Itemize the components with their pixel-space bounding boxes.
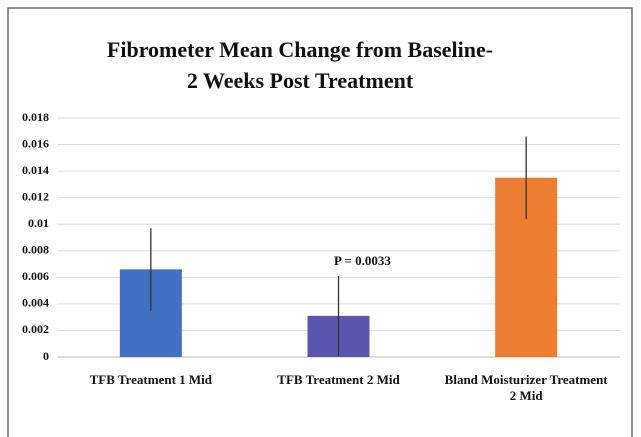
x-tick-label: TFB Treatment 2 Mid bbox=[277, 372, 400, 387]
y-tick-label: 0.014 bbox=[22, 163, 49, 177]
y-tick-label: 0.01 bbox=[28, 216, 49, 230]
x-tick-label: TFB Treatment 1 Mid bbox=[89, 372, 213, 387]
y-tick-label: 0.006 bbox=[22, 269, 49, 283]
x-tick-label: Bland Moisturizer Treatment 2 Mid bbox=[444, 372, 608, 403]
chart-title: Fibrometer Mean Change from Baseline- bbox=[107, 37, 493, 62]
y-tick-label: 0.012 bbox=[22, 189, 49, 203]
y-tick-label: 0.018 bbox=[22, 110, 49, 124]
y-tick-label: 0.008 bbox=[22, 243, 49, 257]
y-tick-label: 0.016 bbox=[22, 136, 49, 150]
frame bbox=[7, 7, 633, 437]
y-tick-label: 0.004 bbox=[22, 296, 49, 310]
annotation: P = 0.0033 bbox=[334, 253, 391, 268]
chart-title: 2 Weeks Post Treatment bbox=[187, 68, 414, 93]
y-tick-label: 0 bbox=[43, 349, 49, 363]
y-tick-label: 0.002 bbox=[22, 322, 49, 336]
